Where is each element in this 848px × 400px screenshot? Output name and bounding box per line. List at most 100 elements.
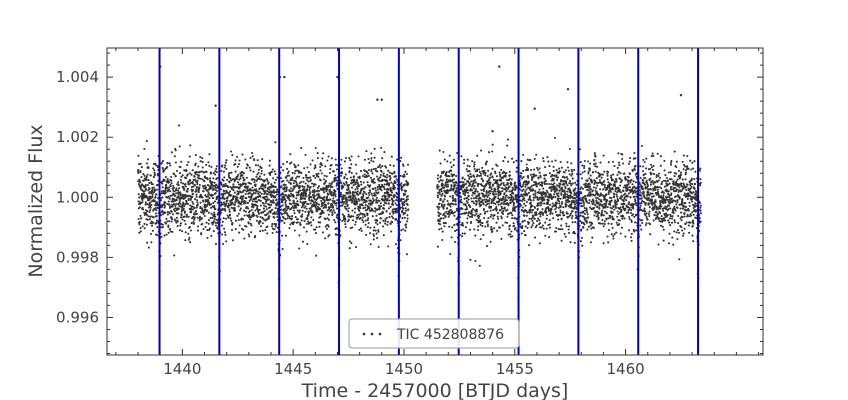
data-point [368,189,371,192]
data-point [561,201,564,204]
data-point [355,198,358,201]
data-point [330,194,333,197]
data-point [579,240,582,243]
data-point [543,183,547,186]
data-point [511,186,514,189]
data-point [274,207,277,210]
data-point [267,198,270,201]
data-point [376,219,379,223]
data-point [508,228,511,231]
data-point [508,224,511,227]
data-point [365,150,368,153]
data-point [309,221,312,224]
data-point [290,217,293,220]
data-point [586,201,589,204]
data-point [179,165,182,169]
data-point [520,193,523,196]
data-point [167,224,170,227]
data-point [219,188,222,191]
data-point [464,226,467,229]
data-point [211,194,214,197]
data-point [571,172,574,175]
data-point [326,223,329,227]
data-point [510,197,513,201]
data-point [261,158,264,161]
data-point [288,217,291,220]
data-point [363,187,366,190]
data-point [237,183,240,186]
data-point [481,166,484,169]
data-point [264,191,267,194]
data-point [195,206,198,209]
data-point [522,153,525,157]
data-point [465,186,468,189]
data-point [270,170,273,174]
data-point [401,209,404,212]
data-point [582,211,585,214]
data-point [180,175,183,178]
data-point [367,174,370,177]
data-point [137,168,140,172]
data-point [216,213,219,216]
data-point [387,202,390,205]
data-point [592,226,595,229]
data-point [585,211,589,214]
data-point [163,179,166,182]
data-point [137,217,140,221]
data-point [596,205,599,208]
data-point [611,211,614,214]
data-point [321,231,325,234]
data-point [221,203,224,206]
data-point [522,183,525,186]
data-point [347,186,350,189]
data-point [142,179,145,182]
data-point [289,223,292,226]
data-point [236,175,239,178]
data-point [540,202,543,205]
data-point [350,215,353,218]
data-point [466,201,469,204]
data-point [372,234,375,237]
data-point [607,217,610,220]
data-point [282,169,285,172]
data-point [286,179,289,182]
data-point [528,195,532,198]
data-point [544,195,547,198]
data-point [259,215,262,219]
data-point [405,172,408,176]
data-point [332,170,335,173]
data-point [555,202,559,205]
data-point [562,183,566,186]
data-point [508,177,511,180]
data-point [622,186,625,189]
data-point [170,182,173,185]
data-point [221,233,224,236]
data-point [208,197,211,200]
data-point [282,179,285,182]
data-point [559,211,562,214]
data-point [257,171,260,174]
data-point [533,196,536,199]
data-point [259,204,262,207]
data-point [185,215,188,218]
data-point [543,177,546,180]
data-point [308,192,312,195]
data-point [531,219,534,222]
data-point [304,205,307,208]
data-point [357,216,360,219]
data-point [438,228,441,231]
data-point [554,208,557,211]
data-point [571,214,574,218]
data-point [475,218,478,221]
data-point [568,225,571,228]
data-point [291,171,294,174]
data-point [497,192,500,195]
data-point [384,218,387,221]
data-point [385,202,388,205]
data-point [256,173,259,176]
data-point [354,207,357,210]
data-point [565,201,568,204]
data-point [342,185,345,188]
data-point [175,169,179,172]
data-point [207,211,210,214]
